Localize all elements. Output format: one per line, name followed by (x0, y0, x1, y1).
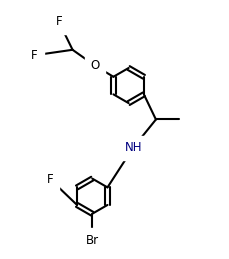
Text: NH: NH (124, 141, 141, 154)
Text: F: F (47, 173, 54, 186)
Text: F: F (55, 15, 62, 28)
Text: Br: Br (85, 234, 98, 247)
Text: O: O (90, 59, 99, 72)
Text: F: F (31, 49, 38, 62)
